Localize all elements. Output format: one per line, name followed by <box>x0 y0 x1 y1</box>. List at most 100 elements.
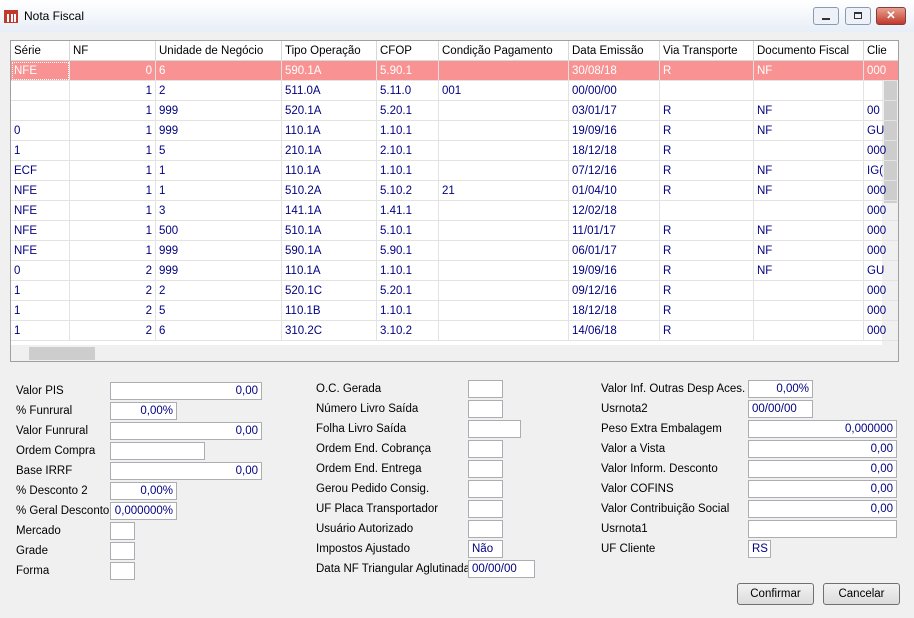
column-header[interactable]: CFOP <box>377 41 439 61</box>
grid-cell[interactable]: NF <box>754 121 864 141</box>
grid-cell[interactable] <box>439 301 569 321</box>
text-field[interactable] <box>468 400 503 418</box>
grid-cell[interactable]: 2 <box>156 81 282 101</box>
grid-cell[interactable]: 00/00/00 <box>569 81 660 101</box>
grid-cell[interactable]: 000 <box>864 141 898 161</box>
grid-cell[interactable] <box>439 201 569 221</box>
grid-cell[interactable]: NFE <box>11 61 70 81</box>
grid-cell[interactable]: 1 <box>70 141 156 161</box>
grid-cell[interactable] <box>439 261 569 281</box>
grid-cell[interactable]: ECF <box>11 161 70 181</box>
grid-cell[interactable]: 1 <box>70 161 156 181</box>
grid-cell[interactable]: R <box>660 141 754 161</box>
grid-cell[interactable]: 5 <box>156 301 282 321</box>
close-button[interactable]: ✕ <box>876 7 906 25</box>
grid-cell[interactable]: 000 <box>864 61 898 81</box>
grid-cell[interactable]: 01/04/10 <box>569 181 660 201</box>
grid-cell[interactable]: 1 <box>11 301 70 321</box>
grid-cell[interactable]: 3 <box>156 201 282 221</box>
text-field[interactable]: 0,00 <box>110 382 262 400</box>
grid-cell[interactable]: 1.10.1 <box>377 161 439 181</box>
grid-cell[interactable]: 18/12/18 <box>569 301 660 321</box>
grid-cell[interactable]: 1 <box>156 161 282 181</box>
grid-cell[interactable]: 520.1C <box>282 281 377 301</box>
grid-cell[interactable]: 1 <box>70 181 156 201</box>
grid-cell[interactable]: 0 <box>11 261 70 281</box>
grid-cell[interactable]: 0 <box>11 121 70 141</box>
grid-cell[interactable]: 1 <box>11 141 70 161</box>
grid-cell[interactable]: 07/12/16 <box>569 161 660 181</box>
grid-cell[interactable]: NF <box>754 241 864 261</box>
column-header[interactable]: Condição Pagamento <box>439 41 569 61</box>
grid-cell[interactable]: NFE <box>11 201 70 221</box>
grid-cell[interactable] <box>754 81 864 101</box>
column-header[interactable]: Série <box>11 41 70 61</box>
grid-cell[interactable]: 2 <box>156 281 282 301</box>
text-field[interactable] <box>468 420 521 438</box>
column-header[interactable]: Documento Fiscal <box>754 41 864 61</box>
grid-cell[interactable]: 2 <box>70 321 156 341</box>
grid-cell[interactable]: 520.1A <box>282 101 377 121</box>
grid-cell[interactable]: 5.10.1 <box>377 221 439 241</box>
grid-cell[interactable]: 0 <box>70 61 156 81</box>
grid-cell[interactable]: R <box>660 221 754 241</box>
grid-cell[interactable]: 000 <box>864 241 898 261</box>
grid-cell[interactable]: IG( <box>864 161 898 181</box>
grid-cell[interactable] <box>754 201 864 221</box>
column-header[interactable]: NF <box>70 41 156 61</box>
scroll-thumb[interactable] <box>884 63 897 203</box>
grid-cell[interactable]: 110.1A <box>282 161 377 181</box>
text-field[interactable] <box>110 522 135 540</box>
text-field[interactable]: 0,00% <box>110 402 177 420</box>
grid-cell[interactable]: 000 <box>864 201 898 221</box>
text-field[interactable]: 0,00 <box>110 422 262 440</box>
grid-cell[interactable]: R <box>660 121 754 141</box>
text-field[interactable]: 0,00 <box>748 480 897 498</box>
grid-cell[interactable]: 1.10.1 <box>377 121 439 141</box>
grid-cell[interactable]: 6 <box>156 321 282 341</box>
grid-cell[interactable]: 000 <box>864 301 898 321</box>
grid-cell[interactable]: 110.1A <box>282 261 377 281</box>
grid-cell[interactable] <box>439 241 569 261</box>
grid-cell[interactable]: 1 <box>70 121 156 141</box>
column-header[interactable]: Data Emissão <box>569 41 660 61</box>
grid-cell[interactable]: 1.41.1 <box>377 201 439 221</box>
grid-cell[interactable]: NFE <box>11 181 70 201</box>
grid-cell[interactable]: 2 <box>70 301 156 321</box>
text-field[interactable]: Não <box>468 540 503 558</box>
grid-cell[interactable]: NFE <box>11 241 70 261</box>
grid-cell[interactable]: NF <box>754 221 864 241</box>
text-field[interactable] <box>110 562 135 580</box>
column-header[interactable]: Clie <box>864 41 898 61</box>
text-field[interactable]: 00/00/00 <box>748 400 813 418</box>
grid-cell[interactable] <box>754 281 864 301</box>
grid-cell[interactable]: 21 <box>439 181 569 201</box>
grid-cell[interactable]: 000 <box>864 181 898 201</box>
text-field[interactable]: 0,000000% <box>110 502 177 520</box>
grid-cell[interactable]: 12/02/18 <box>569 201 660 221</box>
grid-cell[interactable]: 11/01/17 <box>569 221 660 241</box>
grid-cell[interactable]: 000 <box>864 221 898 241</box>
grid-cell[interactable] <box>754 321 864 341</box>
grid-cell[interactable]: GU <box>864 261 898 281</box>
text-field[interactable]: 0,00 <box>748 440 897 458</box>
minimize-button[interactable] <box>813 7 839 25</box>
grid-cell[interactable]: 03/01/17 <box>569 101 660 121</box>
confirm-button[interactable]: Confirmar <box>737 583 814 605</box>
grid-cell[interactable]: 001 <box>439 81 569 101</box>
grid-cell[interactable] <box>439 121 569 141</box>
column-header[interactable]: Via Transporte <box>660 41 754 61</box>
scroll-thumb[interactable] <box>29 347 95 360</box>
text-field[interactable] <box>468 480 503 498</box>
grid-cell[interactable]: 2 <box>70 261 156 281</box>
text-field[interactable] <box>468 500 503 518</box>
text-field[interactable]: 00/00/00 <box>468 560 535 578</box>
grid-cell[interactable]: 2 <box>70 281 156 301</box>
grid-cell[interactable]: 6 <box>156 61 282 81</box>
grid-cell[interactable]: 310.2C <box>282 321 377 341</box>
vertical-scrollbar[interactable] <box>882 41 898 345</box>
grid-cell[interactable]: 000 <box>864 321 898 341</box>
grid-cell[interactable]: NF <box>754 161 864 181</box>
grid-cell[interactable]: 1 <box>70 241 156 261</box>
grid-cell[interactable]: R <box>660 261 754 281</box>
